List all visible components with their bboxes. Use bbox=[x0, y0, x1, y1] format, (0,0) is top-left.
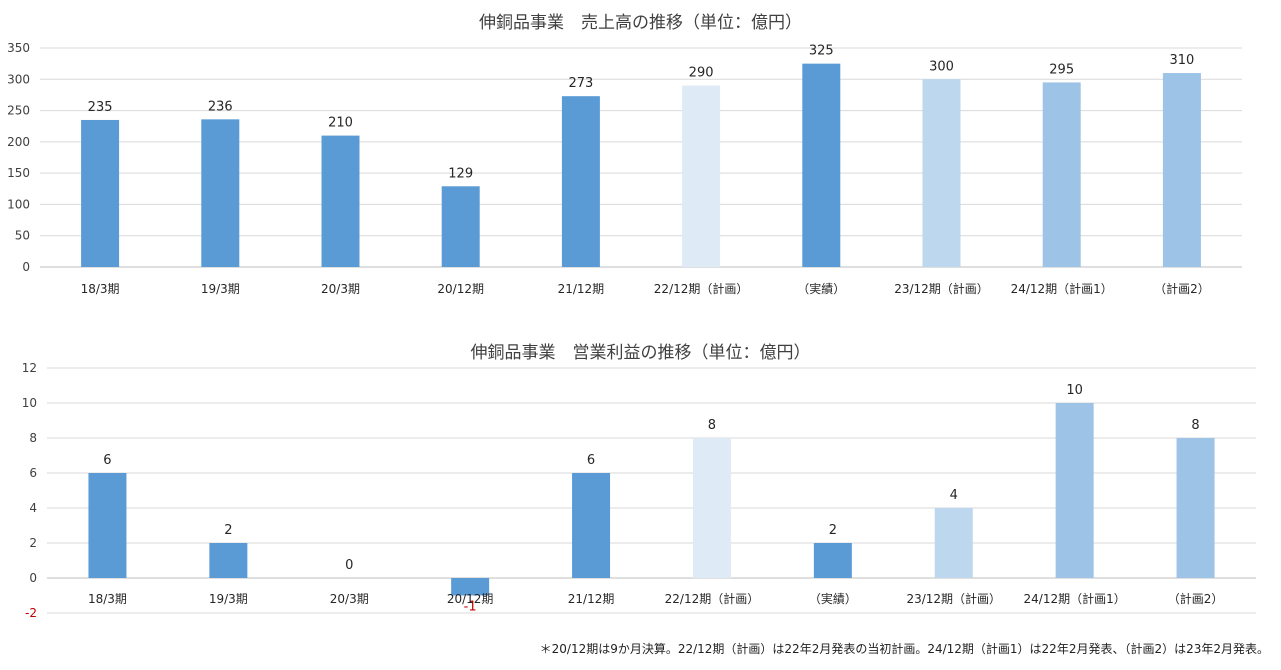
bar bbox=[682, 85, 721, 268]
data-label: 2 bbox=[224, 523, 232, 538]
sales-chart-plot: 0 50 100 150 200 250 300 350 235 18/3期 236 19/3期 210… bbox=[7, 41, 1242, 296]
y-tick-label: -2 bbox=[25, 606, 37, 620]
y-tick-label: 0 bbox=[29, 571, 37, 585]
y-tick-label: 6 bbox=[29, 466, 37, 480]
y-tick-label: 8 bbox=[29, 431, 37, 445]
bar bbox=[441, 186, 480, 267]
y-tick-label: 100 bbox=[7, 197, 30, 211]
data-label: 236 bbox=[208, 99, 233, 114]
bar bbox=[1162, 73, 1201, 268]
y-tick-label: 250 bbox=[7, 104, 30, 118]
x-tick-label: 21/12期 bbox=[558, 282, 605, 296]
x-tick-label: 20/3期 bbox=[321, 282, 360, 296]
y-tick-label: 150 bbox=[7, 166, 30, 180]
bar bbox=[813, 543, 852, 578]
bar bbox=[1055, 403, 1094, 578]
bar bbox=[1042, 82, 1081, 268]
x-tick-label: 21/12期 bbox=[568, 592, 615, 606]
footnote: ＊20/12期は9か月決算。22/12期（計画）は22年2月発表の当初計画。24… bbox=[539, 642, 1269, 656]
data-label: 8 bbox=[708, 418, 716, 433]
x-tick-label: （計画2） bbox=[1168, 591, 1224, 606]
y-tick-label: 350 bbox=[7, 41, 30, 55]
x-tick-label: 20/3期 bbox=[330, 592, 369, 606]
operating-profit-chart-plot: -2024681012618/3期219/3期020/3期-120/12期621… bbox=[22, 361, 1256, 620]
x-tick-label: 20/12期 bbox=[447, 592, 494, 606]
data-label: 6 bbox=[587, 453, 595, 468]
x-tick-label: 24/12期（計画1） bbox=[1024, 591, 1126, 606]
data-label: 273 bbox=[568, 76, 593, 91]
sales-chart: 伸銅品事業 売上高の推移（単位：億円） 0 50 100 150 200 250 300 35… bbox=[0, 0, 1281, 305]
data-label: 235 bbox=[88, 100, 113, 115]
y-tick-label: 300 bbox=[7, 72, 30, 86]
x-tick-label: 18/3期 bbox=[81, 282, 120, 296]
y-tick-label: 2 bbox=[29, 536, 37, 550]
chart-title: 伸銅品事業 営業利益の推移（単位：億円） bbox=[470, 343, 811, 363]
y-tick-label: 0 bbox=[22, 260, 30, 274]
x-tick-label: （実績） bbox=[797, 281, 845, 296]
x-tick-label: （計画2） bbox=[1154, 281, 1210, 296]
y-tick-label: 4 bbox=[29, 501, 37, 515]
bar bbox=[201, 119, 240, 268]
data-label: 0 bbox=[345, 558, 353, 573]
x-tick-label: 20/12期 bbox=[437, 282, 484, 296]
operating-profit-chart: 伸銅品事業 営業利益の推移（単位：億円） -2 0 2 4 6 8 10 12 6 18/3期 2 1… bbox=[0, 330, 1281, 630]
data-label: 4 bbox=[950, 488, 958, 503]
data-label: -1 bbox=[464, 600, 477, 615]
data-label: 210 bbox=[328, 116, 353, 131]
x-tick-label: 18/3期 bbox=[88, 592, 127, 606]
x-tick-label: 19/3期 bbox=[201, 282, 240, 296]
bar bbox=[209, 543, 248, 578]
x-tick-label: 22/12期（計画） bbox=[665, 591, 760, 606]
data-label: 129 bbox=[448, 166, 473, 181]
bar bbox=[81, 119, 120, 267]
data-label: 10 bbox=[1066, 383, 1083, 398]
bar bbox=[321, 135, 360, 267]
x-tick-label: 19/3期 bbox=[209, 592, 248, 606]
data-label: 2 bbox=[829, 523, 837, 538]
y-tick-label: 200 bbox=[7, 135, 30, 149]
data-label: 8 bbox=[1191, 418, 1199, 433]
bar bbox=[934, 508, 973, 578]
y-tick-label: 10 bbox=[22, 396, 37, 410]
x-tick-label: 24/12期（計画1） bbox=[1011, 281, 1113, 296]
bar bbox=[922, 79, 961, 268]
x-tick-label: 23/12期（計画） bbox=[906, 591, 1001, 606]
data-label: 300 bbox=[929, 59, 954, 74]
chart-title: 伸銅品事業 売上高の推移（単位：億円） bbox=[479, 13, 802, 33]
bar bbox=[561, 96, 600, 268]
bar bbox=[572, 473, 611, 578]
bar bbox=[692, 438, 731, 578]
data-label: 325 bbox=[809, 44, 834, 59]
x-tick-label: （実績） bbox=[809, 591, 857, 606]
y-tick-label: 50 bbox=[15, 229, 30, 243]
bar bbox=[1176, 438, 1215, 578]
bar bbox=[88, 473, 127, 578]
x-tick-label: 22/12期（計画） bbox=[654, 281, 749, 296]
data-label: 310 bbox=[1169, 53, 1194, 68]
x-tick-label: 23/12期（計画） bbox=[894, 281, 989, 296]
bar bbox=[802, 63, 841, 268]
y-tick-label: 12 bbox=[22, 361, 37, 375]
data-label: 6 bbox=[103, 453, 111, 468]
bar bbox=[451, 578, 490, 596]
data-label: 295 bbox=[1049, 62, 1074, 77]
data-label: 290 bbox=[689, 66, 714, 81]
